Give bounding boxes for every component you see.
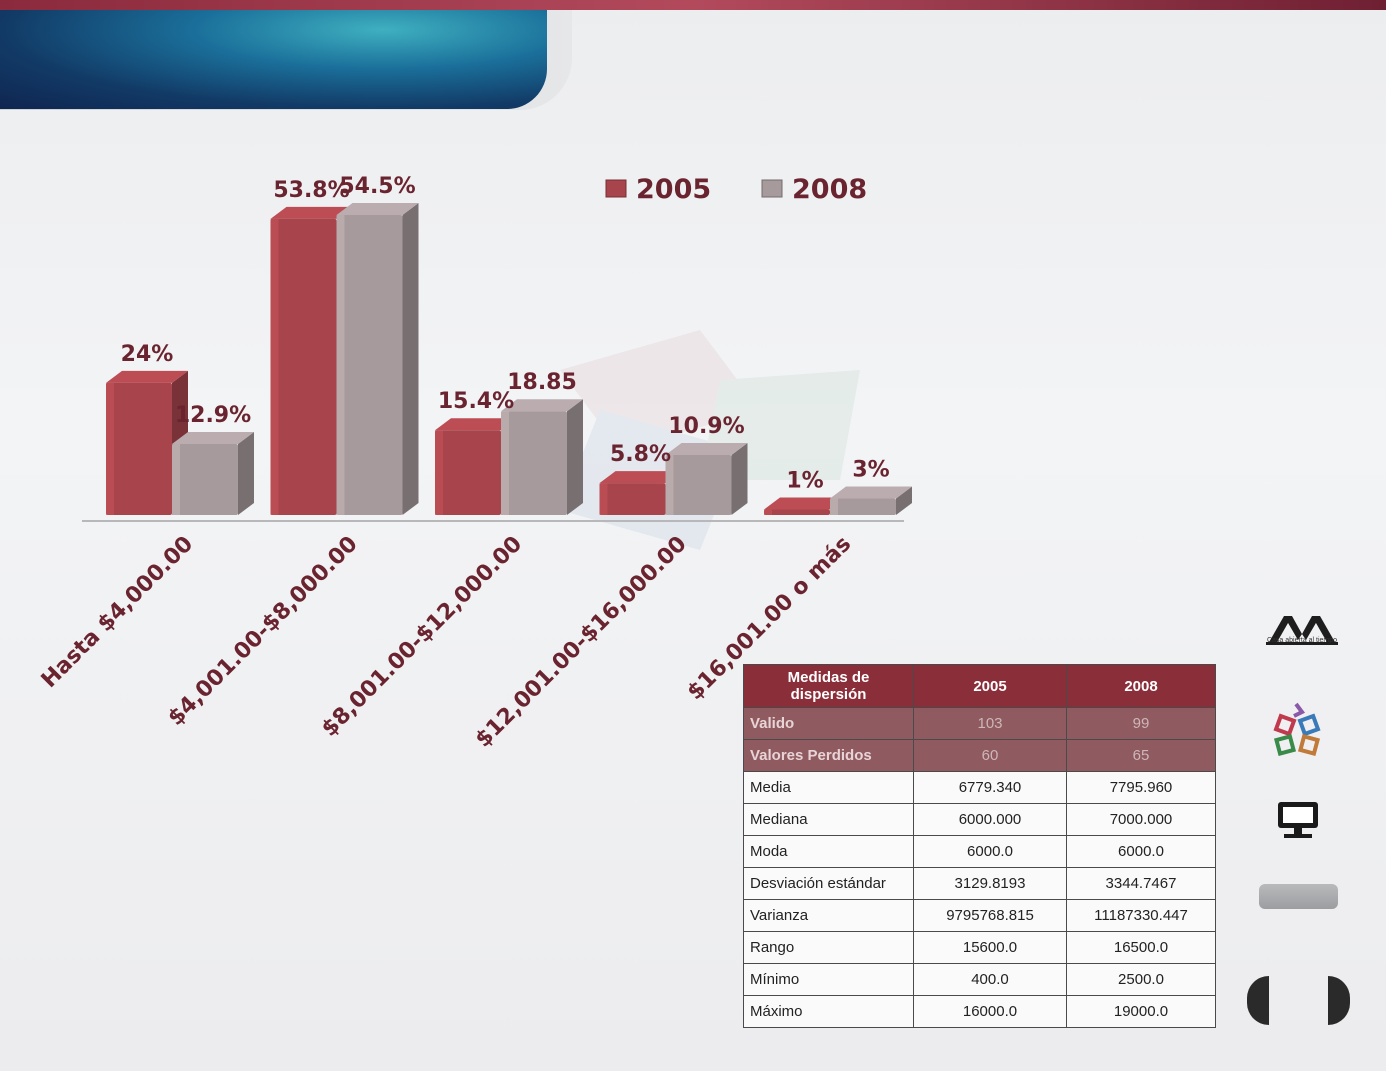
- legend-label-2005: 2005: [636, 174, 711, 205]
- table-row: Moda 6000.0 6000.0: [743, 835, 1216, 868]
- cell-2005: 6779.340: [913, 771, 1067, 804]
- value-label-2005-5: 1%: [786, 468, 823, 493]
- watermark-graphic: [560, 330, 860, 550]
- cell-2005: 400.0: [913, 963, 1067, 996]
- cell-2008: 99: [1066, 707, 1216, 740]
- value-label-2008-4: 10.9%: [668, 414, 744, 439]
- cell-2005: 103: [913, 707, 1067, 740]
- category-label-2: $4,001.00-$8,000.00: [163, 532, 362, 731]
- value-label-2008-3: 18.85: [507, 370, 577, 395]
- bar-2008-3: [501, 399, 583, 515]
- cell-2005: 9795768.815: [913, 899, 1067, 932]
- cell-2005: 3129.8193: [913, 867, 1067, 900]
- bar-chart: 24% 12.9% 53.8%54.5% 15.4%18.85 5.8% 10.9% 1% 3…: [37, 174, 912, 750]
- table-row: Mediana 6000.000 7000.000: [743, 803, 1216, 836]
- value-label-2008-5: 3%: [852, 457, 889, 482]
- cell-2005: 16000.0: [913, 995, 1067, 1028]
- row-label: Valido: [743, 707, 914, 740]
- table-row: Valores Perdidos 60 65: [743, 739, 1216, 772]
- top-accent-bar: [0, 0, 1386, 10]
- uam-logo-icon[interactable]: [1262, 610, 1342, 650]
- monitor-icon[interactable]: [1276, 800, 1320, 840]
- table-row: Mínimo 400.0 2500.0: [743, 963, 1216, 996]
- row-label: Varianza: [743, 899, 914, 932]
- cell-2008: 19000.0: [1066, 995, 1216, 1028]
- value-label-2008-1: 12.9%: [175, 403, 251, 428]
- legend-label-2008: 2008: [792, 174, 867, 205]
- table-header-2008: 2008: [1066, 664, 1216, 708]
- cell-2008: 65: [1066, 739, 1216, 772]
- legend: 2005 2008: [605, 174, 867, 205]
- value-label-2008-2: 54.5%: [339, 174, 415, 199]
- row-label: Mínimo: [743, 963, 914, 996]
- legend-swatch-2005: [605, 179, 627, 198]
- row-label: Máximo: [743, 995, 914, 1028]
- table-row: Rango 15600.0 16500.0: [743, 931, 1216, 964]
- menu-button[interactable]: [1259, 884, 1338, 909]
- bar-2008-1: [172, 431, 254, 515]
- cell-2008: 6000.0: [1066, 835, 1216, 868]
- cell-2008: 16500.0: [1066, 931, 1216, 964]
- cell-2008: 7000.000: [1066, 803, 1216, 836]
- cell-2005: 15600.0: [913, 931, 1067, 964]
- bar-2008-2: [336, 203, 419, 515]
- cell-2008: 3344.7467: [1066, 867, 1216, 900]
- bar-2008-5: [830, 486, 912, 515]
- row-label: Media: [743, 771, 914, 804]
- table-row: Valido 103 99: [743, 707, 1216, 740]
- previous-slide-button[interactable]: [1247, 976, 1269, 1025]
- cell-2005: 6000.000: [913, 803, 1067, 836]
- logo-tagline: Casa abierta al tiempo: [1266, 637, 1338, 644]
- sidebar: Casa abierta al tiempo: [1240, 600, 1360, 1040]
- dice-icon[interactable]: [1272, 700, 1328, 756]
- table-row: Máximo 16000.0 19000.0: [743, 995, 1216, 1028]
- value-label-2005-4: 5.8%: [610, 442, 671, 467]
- cell-2005: 6000.0: [913, 835, 1067, 868]
- table-header-label: Medidas de dispersión: [743, 664, 914, 708]
- legend-swatch-2008: [761, 179, 783, 198]
- next-slide-button[interactable]: [1328, 976, 1350, 1025]
- cell-2008: 11187330.447: [1066, 899, 1216, 932]
- table-row: Varianza 9795768.815 11187330.447: [743, 899, 1216, 932]
- table-header-2005: 2005: [913, 664, 1067, 708]
- row-label: Mediana: [743, 803, 914, 836]
- cell-2008: 2500.0: [1066, 963, 1216, 996]
- dispersion-table: Medidas de dispersión 2005 2008 Valido 10…: [743, 664, 1216, 1028]
- table-row: Media 6779.340 7795.960: [743, 771, 1216, 804]
- table-row: Desviación estándar 3129.8193 3344.7467: [743, 867, 1216, 900]
- bar-2008-4: [665, 443, 748, 515]
- row-label: Moda: [743, 835, 914, 868]
- cell-2008: 7795.960: [1066, 771, 1216, 804]
- category-label-1: Hasta $4,000.00: [37, 532, 198, 693]
- row-label: Valores Perdidos: [743, 739, 914, 772]
- row-label: Desviación estándar: [743, 867, 914, 900]
- cell-2005: 60: [913, 739, 1067, 772]
- title-banner: [0, 10, 547, 109]
- value-label-2005-2: 53.8%: [273, 178, 349, 203]
- value-label-2005-1: 24%: [121, 342, 174, 367]
- value-label-2005-3: 15.4%: [438, 389, 514, 414]
- table-header-row: Medidas de dispersión 2005 2008: [743, 664, 1216, 708]
- row-label: Rango: [743, 931, 914, 964]
